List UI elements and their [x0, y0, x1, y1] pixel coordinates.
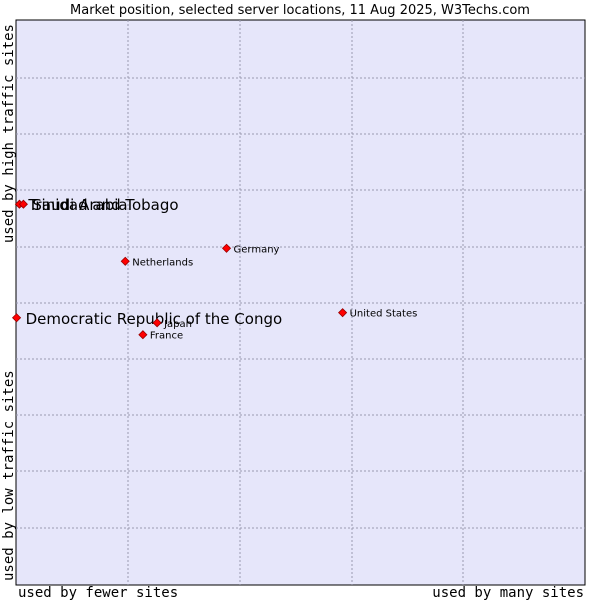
point-label-netherlands: Netherlands — [132, 257, 193, 268]
y-axis-label-high: used by high traffic sites — [1, 24, 17, 243]
point-marker-saudi-arabia — [18, 199, 28, 209]
point-marker-japan — [152, 318, 162, 328]
point-label-trinidad-and-tobago: Trinidad and Tobago — [27, 196, 178, 214]
point-label-saudi-arabia: Saudi Arabia — [32, 196, 127, 214]
grid-lines — [16, 20, 585, 585]
point-marker-united-states — [338, 308, 348, 318]
point-marker-germany — [221, 243, 232, 253]
point-label-france: France — [150, 331, 183, 342]
y-axis-label-low: used by low traffic sites — [1, 370, 17, 581]
point-label-germany: Germany — [234, 244, 280, 255]
x-axis-label-low: used by fewer sites — [18, 585, 178, 600]
point-label-japan: Japan — [163, 319, 192, 330]
point-marker-netherlands — [120, 256, 130, 266]
chart-title: Market position, selected server locatio… — [70, 3, 530, 18]
x-axis-label-high: used by many sites — [432, 585, 584, 600]
point-marker-democratic-republic-of-the-congo — [12, 313, 22, 323]
point-label-democratic-republic-of-the-congo: Democratic Republic of the Congo — [26, 310, 283, 328]
point-marker-france — [138, 330, 148, 340]
point-label-united-states: United States — [350, 309, 418, 320]
